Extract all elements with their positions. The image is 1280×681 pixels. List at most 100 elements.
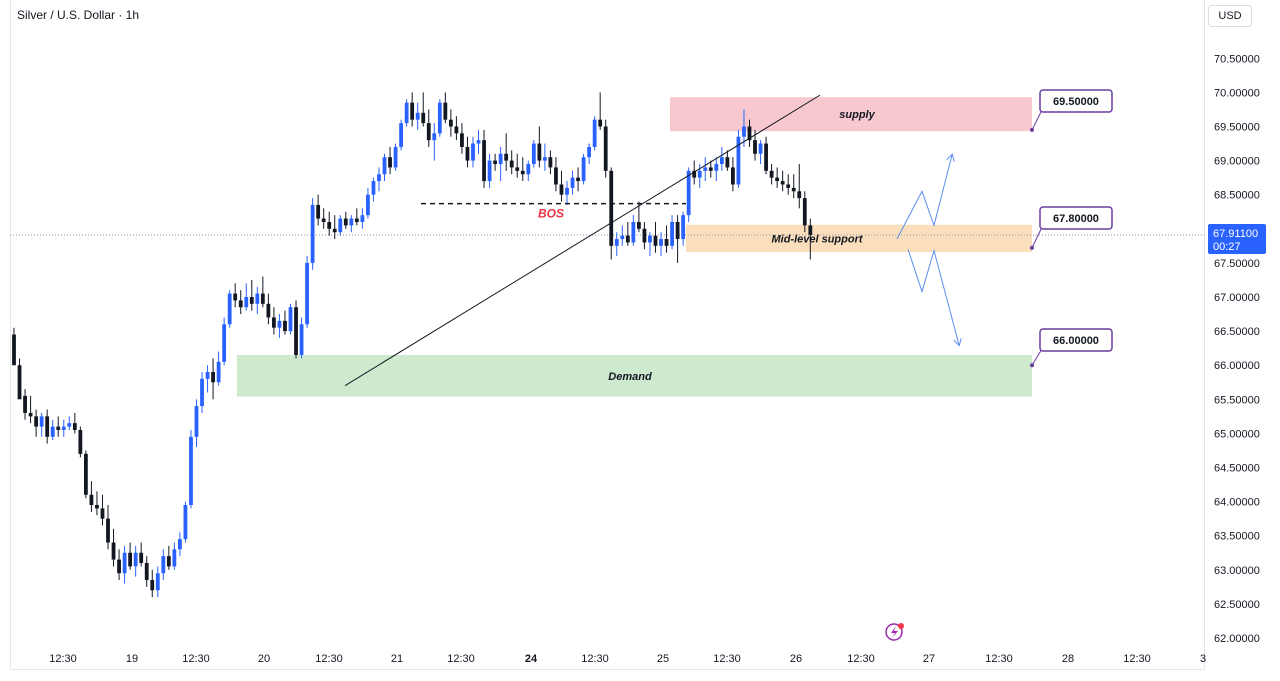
y-tick: 66.50000 bbox=[1214, 326, 1260, 338]
candle bbox=[17, 365, 22, 400]
projection-up[interactable] bbox=[896, 155, 952, 240]
candle bbox=[642, 228, 647, 243]
candle bbox=[780, 181, 785, 185]
level-anchor bbox=[1030, 127, 1034, 132]
candle bbox=[189, 436, 193, 506]
symbol-title[interactable]: Silver / U.S. Dollar · 1h bbox=[17, 8, 140, 22]
candle bbox=[61, 426, 66, 430]
candle bbox=[504, 153, 509, 161]
zone-1[interactable] bbox=[670, 97, 1032, 132]
candle bbox=[106, 518, 110, 543]
y-tick: 70.50000 bbox=[1214, 53, 1260, 65]
candle bbox=[233, 293, 238, 301]
candle bbox=[294, 307, 298, 355]
candle bbox=[531, 143, 536, 165]
candle bbox=[166, 556, 171, 567]
y-tick: 65.00000 bbox=[1214, 428, 1260, 440]
candle bbox=[316, 204, 321, 219]
candle bbox=[122, 552, 127, 574]
x-tick: 20 bbox=[258, 653, 270, 665]
y-tick: 63.00000 bbox=[1214, 565, 1260, 577]
candle bbox=[675, 221, 680, 240]
candle bbox=[89, 494, 94, 506]
candle bbox=[587, 146, 592, 158]
candle bbox=[382, 157, 387, 175]
y-tick: 64.00000 bbox=[1214, 497, 1260, 509]
x-tick: 12:30 bbox=[581, 653, 609, 665]
candle bbox=[482, 140, 486, 182]
zone-3[interactable] bbox=[237, 354, 1032, 397]
y-tick: 70.00000 bbox=[1214, 87, 1260, 99]
candle bbox=[708, 167, 713, 171]
candle bbox=[78, 429, 83, 454]
candle bbox=[692, 170, 697, 178]
level-tag[interactable] bbox=[1039, 328, 1113, 352]
zone-2[interactable] bbox=[686, 224, 1032, 252]
candle bbox=[731, 167, 735, 185]
candle bbox=[238, 300, 243, 308]
x-tick: 12:30 bbox=[713, 653, 741, 665]
candle bbox=[343, 218, 348, 226]
candle bbox=[443, 102, 448, 120]
candle bbox=[266, 303, 271, 318]
y-tick: 68.50000 bbox=[1214, 190, 1260, 202]
candle bbox=[769, 170, 774, 178]
candle bbox=[808, 225, 813, 235]
level-tag-text: 66.00000 bbox=[1053, 335, 1099, 347]
projection-down[interactable] bbox=[907, 248, 959, 344]
candle bbox=[371, 181, 376, 195]
lightning-icon[interactable] bbox=[885, 623, 904, 641]
y-tick: 69.00000 bbox=[1214, 156, 1260, 168]
candle bbox=[183, 505, 188, 540]
x-tick: 12:30 bbox=[447, 653, 475, 665]
level-connector bbox=[1031, 348, 1043, 366]
level-connector bbox=[1031, 109, 1043, 131]
candle bbox=[45, 416, 50, 437]
candle bbox=[437, 102, 442, 134]
currency-button[interactable]: USD bbox=[1208, 5, 1252, 27]
candle bbox=[653, 235, 658, 246]
candle bbox=[255, 293, 260, 304]
candle bbox=[95, 505, 99, 509]
candle bbox=[354, 218, 359, 222]
candle bbox=[565, 187, 569, 195]
candle bbox=[288, 307, 293, 332]
current-price-text: 67.91100 bbox=[1213, 228, 1258, 240]
level-connector bbox=[1031, 226, 1043, 249]
x-tick: 25 bbox=[657, 653, 669, 665]
current-price-tag bbox=[1208, 223, 1266, 254]
candle bbox=[775, 177, 780, 182]
x-tick: 26 bbox=[790, 653, 802, 665]
candle bbox=[636, 221, 641, 229]
candle bbox=[377, 174, 381, 182]
candle bbox=[460, 133, 464, 147]
candle bbox=[23, 395, 27, 413]
y-tick: 67.00000 bbox=[1214, 292, 1260, 304]
candle bbox=[725, 157, 730, 168]
candle bbox=[283, 320, 287, 332]
candle bbox=[703, 167, 708, 171]
candle bbox=[155, 573, 160, 591]
candle bbox=[686, 170, 691, 216]
trend-line[interactable] bbox=[344, 94, 821, 387]
candle bbox=[249, 297, 254, 304]
candle bbox=[39, 416, 44, 427]
candle bbox=[476, 140, 481, 144]
candle bbox=[172, 549, 177, 567]
candle bbox=[117, 559, 121, 574]
level-tag[interactable] bbox=[1039, 206, 1113, 230]
x-tick: 28 bbox=[1062, 653, 1074, 665]
y-tick: 63.50000 bbox=[1214, 531, 1260, 543]
y-tick: 64.50000 bbox=[1214, 463, 1260, 475]
level-tag[interactable] bbox=[1039, 89, 1113, 113]
x-tick: 12:30 bbox=[1123, 653, 1151, 665]
candle bbox=[178, 539, 182, 550]
zone-label-2: Mid-level support bbox=[771, 233, 863, 245]
candle bbox=[50, 426, 55, 437]
candle bbox=[205, 372, 210, 379]
candle bbox=[366, 194, 370, 216]
candle bbox=[520, 170, 525, 175]
candle bbox=[426, 123, 431, 141]
candle bbox=[399, 123, 403, 147]
